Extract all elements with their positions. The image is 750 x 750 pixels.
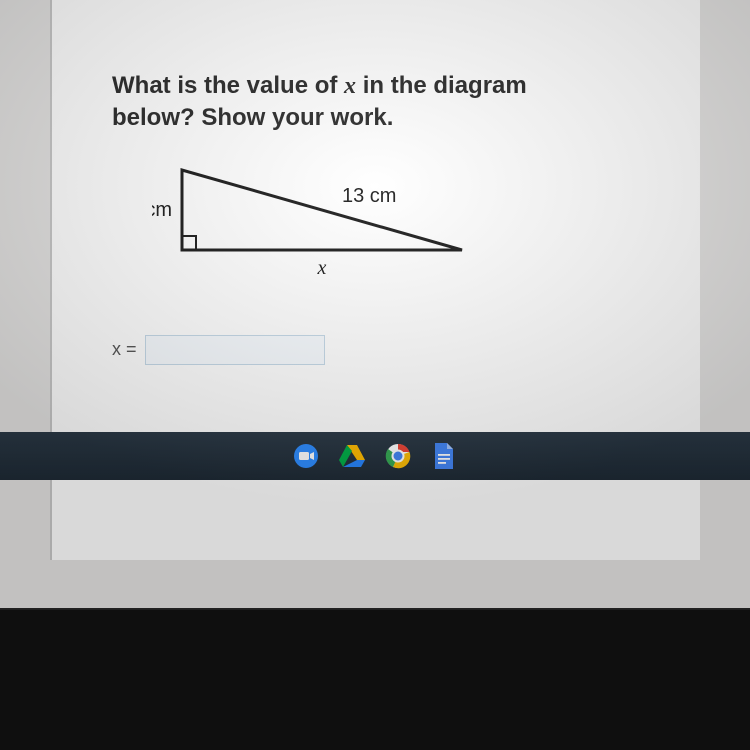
drive-icon[interactable] (338, 442, 366, 470)
chrome-icon[interactable] (384, 442, 412, 470)
q-line-2: below? Show your work. (112, 104, 393, 131)
docs-icon[interactable] (430, 442, 458, 470)
q-part-1: What is the value of (112, 72, 344, 99)
triangle-diagram: 5 cm 13 cm x (152, 160, 660, 295)
right-angle-mark (182, 236, 196, 250)
desktop-area: What is the value of x in the diagram be… (0, 0, 750, 620)
laptop-body (0, 610, 750, 750)
triangle-shape (182, 170, 462, 250)
monitor-screen: What is the value of x in the diagram be… (0, 0, 750, 620)
answer-input[interactable] (145, 335, 325, 365)
answer-label: x = (112, 339, 137, 360)
triangle-svg: 5 cm 13 cm x (152, 160, 512, 290)
answer-row: x = (112, 335, 660, 365)
label-hypotenuse: 13 cm (342, 185, 396, 207)
question-text: What is the value of x in the diagram be… (112, 70, 660, 135)
q-variable: x (344, 73, 356, 99)
question-container: What is the value of x in the diagram be… (52, 0, 700, 385)
zoom-icon[interactable] (292, 442, 320, 470)
label-base: x (317, 257, 327, 279)
label-left-side: 5 cm (152, 199, 172, 221)
taskbar (0, 432, 750, 480)
q-part-2: in the diagram (356, 72, 527, 99)
